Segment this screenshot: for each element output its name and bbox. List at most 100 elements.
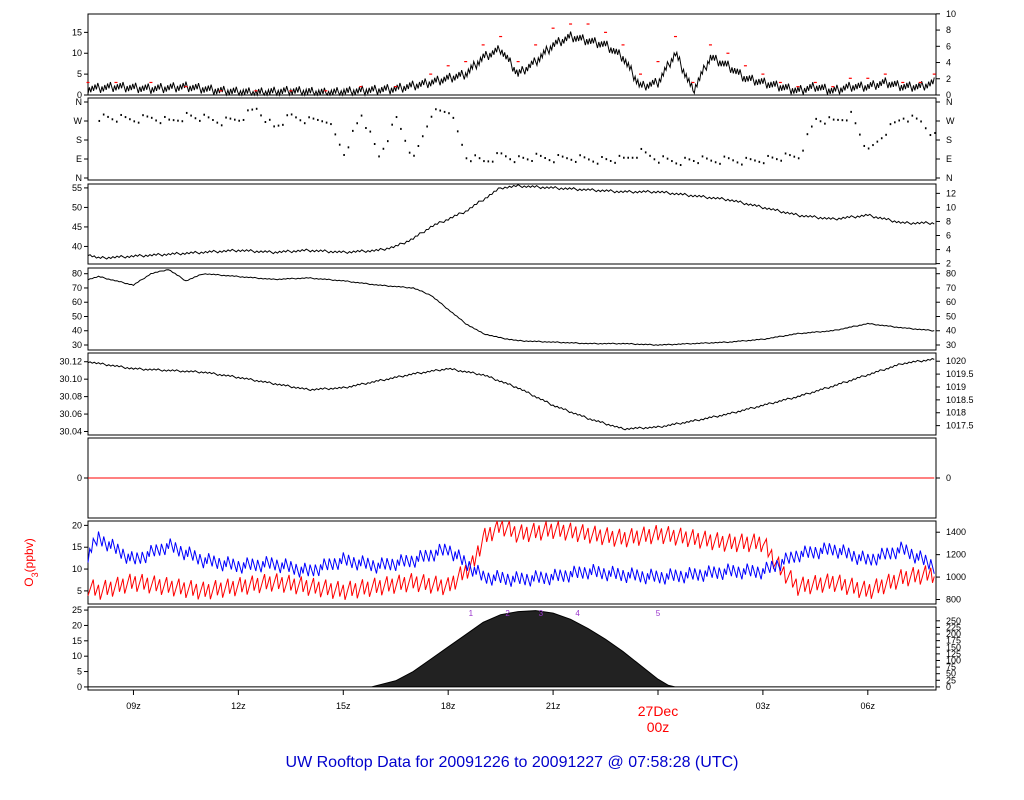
radiation-right-tick-label: 25 — [946, 675, 956, 685]
direction-point — [863, 144, 866, 147]
precipitation-right-tick-label: 0 — [946, 473, 951, 483]
direction-point — [736, 161, 739, 164]
direction-point — [426, 125, 428, 128]
temperature-left-tick-label: 50 — [72, 202, 82, 212]
direction-point — [531, 159, 533, 162]
direction-point — [539, 154, 542, 157]
direction-point — [277, 124, 280, 127]
relative_humidity-right-tick-label: 80 — [946, 269, 956, 279]
direction-point — [535, 152, 538, 155]
direction-point — [137, 121, 140, 124]
radiation-right-tick-label: 200 — [946, 629, 961, 639]
sea_level_pressure-series-line — [87, 358, 935, 431]
direction-point — [780, 159, 782, 162]
date-label-time: 00z — [647, 719, 670, 735]
sea_level_pressure-right-tick-label: 1018.5 — [946, 395, 974, 405]
direction-point — [601, 156, 603, 159]
direction-point — [430, 115, 433, 118]
time-tick-label: 18z — [441, 701, 456, 711]
direction-point — [609, 159, 612, 162]
wind-right-tick-label: 8 — [946, 25, 951, 35]
direction-point — [561, 155, 564, 158]
direction-point — [583, 156, 586, 159]
direction-point — [889, 123, 892, 126]
relative_humidity-right-tick-label: 60 — [946, 297, 956, 307]
sea_level_pressure-left-tick-label: 30.12 — [59, 357, 82, 367]
direction-left-tick-label: N — [76, 97, 83, 107]
direction-point — [207, 116, 210, 119]
ozone_co-right-tick-label: 1400 — [946, 527, 966, 537]
o3-series-line — [87, 520, 935, 600]
direction-point — [758, 160, 761, 163]
radiation-right-tick-label: 125 — [946, 649, 961, 659]
direction-point — [898, 119, 901, 122]
sea_level_pressure-right-tick-label: 1020 — [946, 356, 966, 366]
radiation-left-tick-label: 0 — [77, 682, 82, 692]
ozone_co-left-tick-label: 5 — [77, 586, 82, 596]
direction-point — [776, 158, 778, 161]
direction-point — [483, 160, 485, 163]
direction-point — [723, 155, 726, 158]
relative_humidity-left-tick-label: 30 — [72, 340, 82, 350]
direction-point — [789, 154, 791, 157]
direction-point — [129, 118, 131, 121]
direction-point — [251, 108, 254, 111]
radiation-right-tick-label: 150 — [946, 642, 961, 652]
direction-point — [356, 122, 358, 125]
wind-series-line — [87, 31, 935, 97]
direction-point — [338, 143, 341, 146]
direction-point — [365, 127, 367, 130]
direction-point — [767, 154, 769, 157]
direction-point — [268, 118, 271, 121]
radiation-right-tick-label: 225 — [946, 622, 961, 632]
temperature-left-tick-label: 45 — [72, 222, 82, 232]
relative_humidity-left-tick-label: 70 — [72, 283, 82, 293]
radiation-left-tick-label: 10 — [72, 651, 82, 661]
temperature-series-line — [87, 183, 935, 260]
direction-point — [225, 116, 227, 119]
direction-point — [391, 123, 393, 126]
wind-right-tick-label: 6 — [946, 41, 951, 51]
wind-right-tick-label: 2 — [946, 74, 951, 84]
direction-point — [631, 156, 634, 159]
sea_level_pressure-left-tick-label: 30.04 — [59, 427, 82, 437]
direction-point — [745, 156, 748, 159]
direction-point — [885, 133, 887, 136]
direction-point — [924, 127, 927, 130]
direction-point — [216, 121, 219, 124]
direction-point — [810, 125, 813, 128]
relative_humidity-left-tick-label: 50 — [72, 311, 82, 321]
direction-point — [679, 164, 682, 167]
panel-sea_level_pressure: 30.04 30.06 30.08 30.10 30.12 1017.5 1018 1018.… — [59, 352, 974, 437]
direction-point — [448, 112, 450, 115]
direction-point — [456, 130, 459, 133]
direction-point — [150, 116, 153, 119]
direction-point — [797, 157, 800, 160]
radiation-hour-mark: 5 — [656, 609, 661, 618]
direction-point — [649, 154, 651, 157]
wind-right-tick-label: 0 — [946, 90, 951, 100]
direction-point — [421, 135, 424, 138]
direction-frame — [87, 97, 937, 181]
direction-point — [443, 110, 446, 113]
temperature-right-tick-label: 4 — [946, 245, 951, 255]
direction-point — [522, 156, 525, 159]
direction-point — [185, 111, 188, 114]
direction-point — [115, 120, 118, 123]
direction-left-tick-label: N — [76, 173, 83, 183]
direction-right-tick-label: N — [946, 173, 953, 183]
sea_level_pressure-left-tick-label: 30.06 — [59, 409, 82, 419]
direction-point — [741, 163, 743, 166]
direction-point — [749, 158, 752, 161]
direction-point — [588, 158, 590, 161]
time-tick-label: 03z — [756, 701, 771, 711]
direction-point — [553, 161, 555, 164]
direction-point — [470, 160, 472, 163]
direction-point — [832, 118, 835, 121]
ozone_co-left-tick-label: 15 — [72, 542, 82, 552]
relative_humidity-right-tick-label: 30 — [946, 340, 956, 350]
direction-point — [662, 155, 664, 158]
